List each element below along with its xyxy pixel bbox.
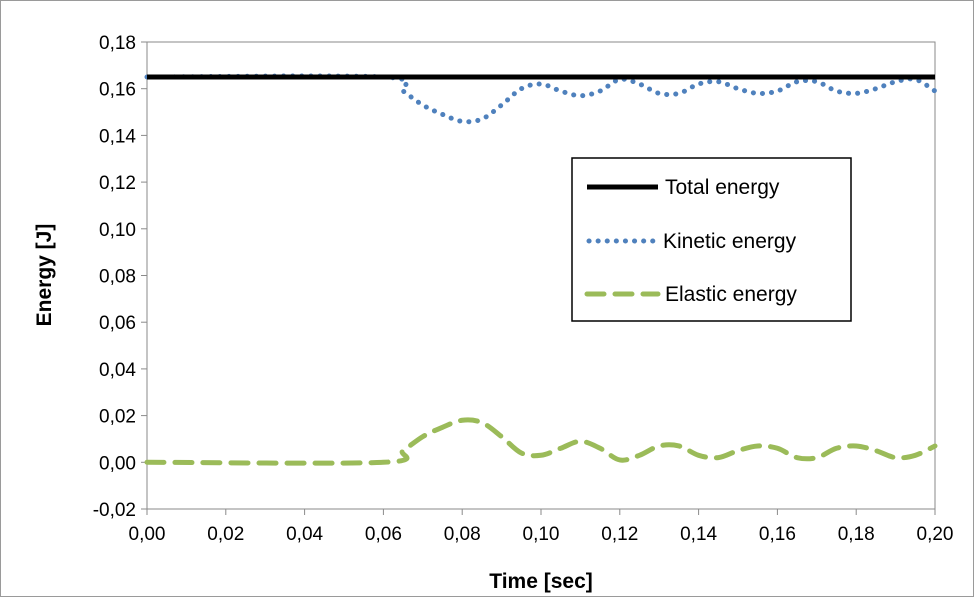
legend-label-elastic-energy: Elastic energy	[665, 283, 797, 306]
y-tick-label: -0,02	[93, 500, 136, 521]
y-tick-label: 0,12	[99, 173, 136, 194]
series-layer	[144, 73, 938, 466]
y-tick-label: 0,08	[99, 267, 136, 288]
x-tick-label: 0,14	[680, 524, 717, 545]
y-tick-label: 0,06	[99, 313, 136, 334]
series-kinetic-energy-line	[144, 73, 938, 125]
x-axis-title: Time [sec]	[489, 570, 593, 593]
legend-label-total-energy: Total energy	[665, 176, 780, 199]
y-tick-label: 0,14	[99, 126, 136, 147]
legend: Total energy Kinetic energy Elastic ener…	[571, 157, 852, 322]
x-tick-label: 0,18	[838, 524, 875, 545]
y-tick-label: 0,04	[99, 360, 136, 381]
x-tick-label: 0,04	[286, 524, 323, 545]
series-elastic-energy-line	[144, 417, 938, 466]
y-tick-label: 0,02	[99, 407, 136, 428]
y-tick-label: 0,00	[99, 453, 136, 474]
x-tick-label: 0,02	[207, 524, 244, 545]
x-tick-label: 0,12	[601, 524, 638, 545]
x-tick-label: 0,00	[129, 524, 166, 545]
x-tick-label: 0,10	[523, 524, 560, 545]
x-tick-label: 0,06	[365, 524, 402, 545]
y-tick-label: 0,18	[99, 33, 136, 54]
legend-label-kinetic-energy: Kinetic energy	[663, 230, 797, 253]
y-axis-title: Energy [J]	[33, 224, 56, 327]
y-tick-label: 0,10	[99, 220, 136, 241]
y-tick-label: 0,16	[99, 80, 136, 101]
y-axis-ticks: -0,02 0,00 0,02 0,04 0,06 0,08 0,10 0,12 0,14 0,1…	[93, 33, 147, 521]
x-tick-label: 0,16	[759, 524, 796, 545]
x-tick-label: 0,20	[917, 524, 954, 545]
x-tick-label: 0,08	[444, 524, 481, 545]
x-axis-ticks: 0,00 0,02 0,04 0,06 0,08 0,10 0,12 0,14 0,16 0,18…	[129, 509, 954, 545]
